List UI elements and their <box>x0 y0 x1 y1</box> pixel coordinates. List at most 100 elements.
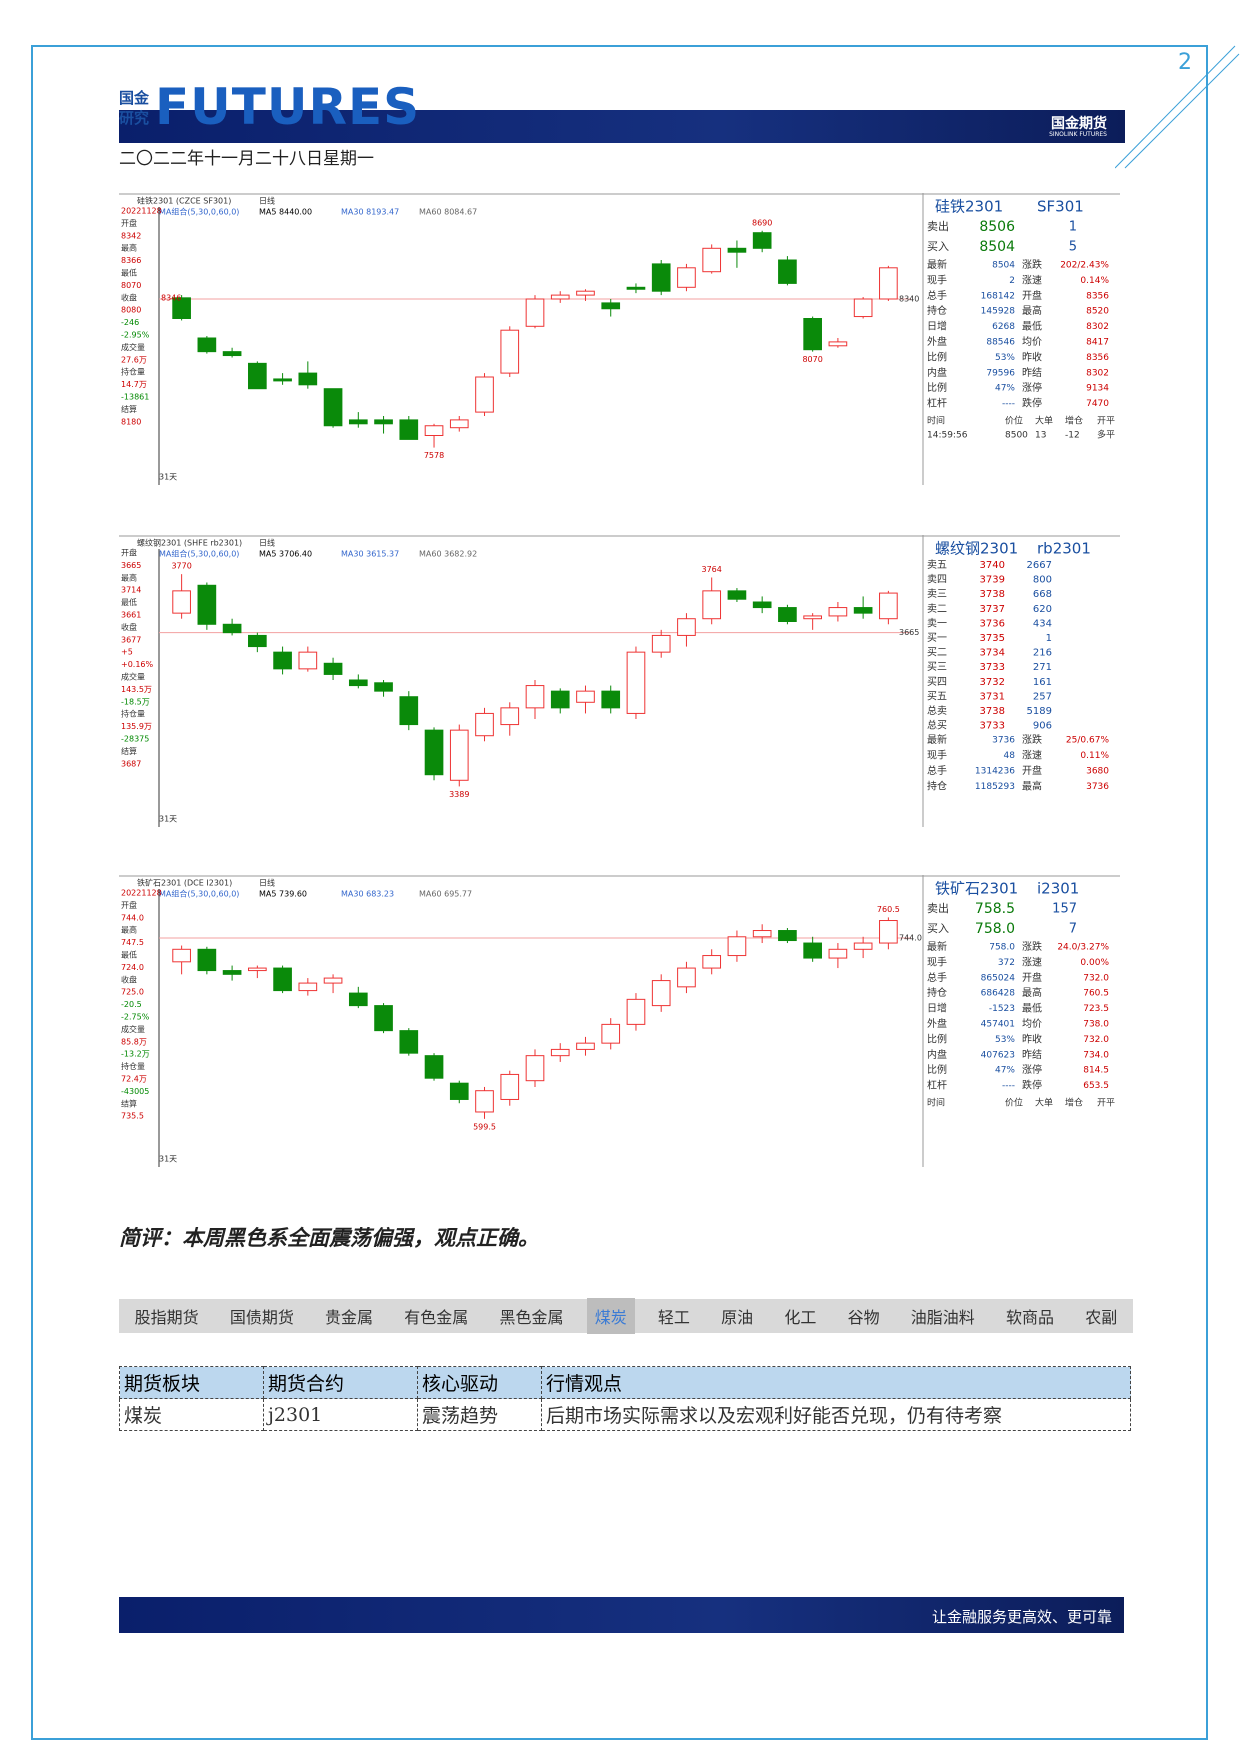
candle-body <box>449 419 469 429</box>
left-value: -28375 <box>121 735 149 744</box>
cell: 震荡趋势 <box>417 1398 542 1431</box>
row-value: 686428 <box>981 989 1016 999</box>
row-label: 内盘 <box>927 366 947 379</box>
left-value: 结算 <box>121 1098 137 1108</box>
candle-body <box>525 298 545 327</box>
row-value: 0.00% <box>1080 958 1109 968</box>
book-price: 3740 <box>980 560 1005 571</box>
row-label: 现手 <box>927 273 947 286</box>
row-value: 760.5 <box>1083 989 1109 999</box>
trade-cell: 时间 <box>927 1097 945 1109</box>
row-label: 持仓 <box>927 986 947 999</box>
candle-body <box>803 318 822 351</box>
row-value: 25/0.67% <box>1066 736 1110 746</box>
row-value: 732.0 <box>1083 1035 1109 1045</box>
candle-body <box>778 930 797 942</box>
candle-body <box>323 388 343 427</box>
left-value: 开盘 <box>121 900 137 910</box>
row-value: 3736 <box>1086 782 1109 792</box>
row-value: 24.0/3.27% <box>1057 943 1109 953</box>
row-label: 涨停 <box>1022 381 1042 394</box>
candle-body <box>172 948 191 963</box>
left-value: 收盘 <box>121 292 137 302</box>
table-row: 煤炭 j2301 震荡趋势 后期市场实际需求以及宏观利好能否兑现，仍有待考察 <box>119 1398 1131 1431</box>
date: 二〇二二年十一月二十八日星期一 <box>119 149 374 169</box>
book-label: 买二 <box>927 647 947 659</box>
candle-body <box>475 376 494 413</box>
trade-cell: 大单 <box>1035 1097 1053 1109</box>
book-price: 3739 <box>980 575 1005 586</box>
page-number: 2 <box>1178 50 1192 75</box>
tab[interactable]: 轻工 <box>657 1308 690 1327</box>
quote-volume: 7 <box>1069 922 1077 937</box>
ma-legend: MA30 3615.37 <box>341 550 399 559</box>
candle-body <box>500 707 520 726</box>
row-value: 88546 <box>986 338 1015 348</box>
book-volume: 257 <box>1033 691 1052 702</box>
tab[interactable]: 有色金属 <box>404 1308 469 1327</box>
row-label: 均价 <box>1022 336 1042 348</box>
tab[interactable]: 农副 <box>1085 1308 1118 1327</box>
tab[interactable]: 黑色金属 <box>499 1308 564 1327</box>
book-label: 卖四 <box>927 574 947 586</box>
row-value: 0.14% <box>1080 276 1109 286</box>
ma-legend: MA60 695.77 <box>419 890 472 899</box>
left-value: -13.2万 <box>121 1050 150 1059</box>
left-value: 最低 <box>121 950 137 960</box>
candle-body <box>651 263 671 292</box>
row-value: 1314236 <box>975 767 1015 777</box>
tab[interactable]: 贵金属 <box>325 1308 374 1327</box>
candle-body <box>550 1048 570 1057</box>
candle-body <box>550 690 570 709</box>
tab[interactable]: 谷物 <box>847 1308 880 1327</box>
candle-body <box>424 729 444 776</box>
trade-cell: 多平 <box>1097 429 1115 441</box>
tab[interactable]: 化工 <box>784 1308 817 1327</box>
book-label: 买三 <box>927 661 947 673</box>
book-label: 买四 <box>927 676 947 688</box>
row-label: 最新 <box>927 733 947 746</box>
candle-body <box>298 982 318 992</box>
ma-legend: MA组合(5,30,0,60,0) <box>159 549 239 559</box>
candle-body <box>298 372 318 386</box>
candle-body <box>727 247 747 253</box>
candle-body <box>576 290 595 296</box>
candle-body <box>752 930 772 938</box>
tab[interactable]: 油脂油料 <box>910 1308 975 1327</box>
candle-body <box>172 297 191 320</box>
candle-body <box>702 590 722 620</box>
book-label: 买一 <box>927 632 947 644</box>
candle-body <box>248 362 267 390</box>
candle-body <box>853 607 873 614</box>
tab[interactable]: 煤炭 <box>586 1298 635 1334</box>
ma-legend: MA组合(5,30,0,60,0) <box>159 889 239 899</box>
candle-body <box>172 590 191 614</box>
candle-body <box>424 425 444 436</box>
candle-body <box>879 267 898 300</box>
tab[interactable]: 原油 <box>721 1308 754 1327</box>
left-value: -2.75% <box>121 1013 150 1022</box>
candle-body <box>879 920 898 944</box>
row-value: 1185293 <box>975 782 1015 792</box>
row-value: 2 <box>1009 276 1015 286</box>
row-value: 865024 <box>981 973 1016 983</box>
panel-code: i2301 <box>1037 880 1079 898</box>
left-value: 成交量 <box>121 1024 145 1034</box>
candle-body <box>550 294 570 300</box>
row-value: 3680 <box>1086 767 1109 777</box>
ma-legend: MA60 3682.92 <box>419 550 477 559</box>
candle-body <box>702 247 722 273</box>
tab[interactable]: 国债期货 <box>229 1308 294 1327</box>
tab[interactable]: 软商品 <box>1006 1308 1055 1327</box>
book-price: 3735 <box>980 633 1005 644</box>
tab[interactable]: 股指期货 <box>134 1308 199 1327</box>
ma-legend: MA5 739.60 <box>259 890 307 899</box>
candle-body <box>374 682 393 692</box>
row-value: 732.0 <box>1083 973 1109 983</box>
candle-body <box>197 337 217 353</box>
left-value: 持仓量 <box>121 367 145 377</box>
cell: 后期市场实际需求以及宏观利好能否兑现，仍有待考察 <box>541 1398 1131 1431</box>
book-label: 总卖 <box>927 704 947 717</box>
row-label: 涨速 <box>1022 956 1042 968</box>
chart-bg <box>119 193 1120 485</box>
